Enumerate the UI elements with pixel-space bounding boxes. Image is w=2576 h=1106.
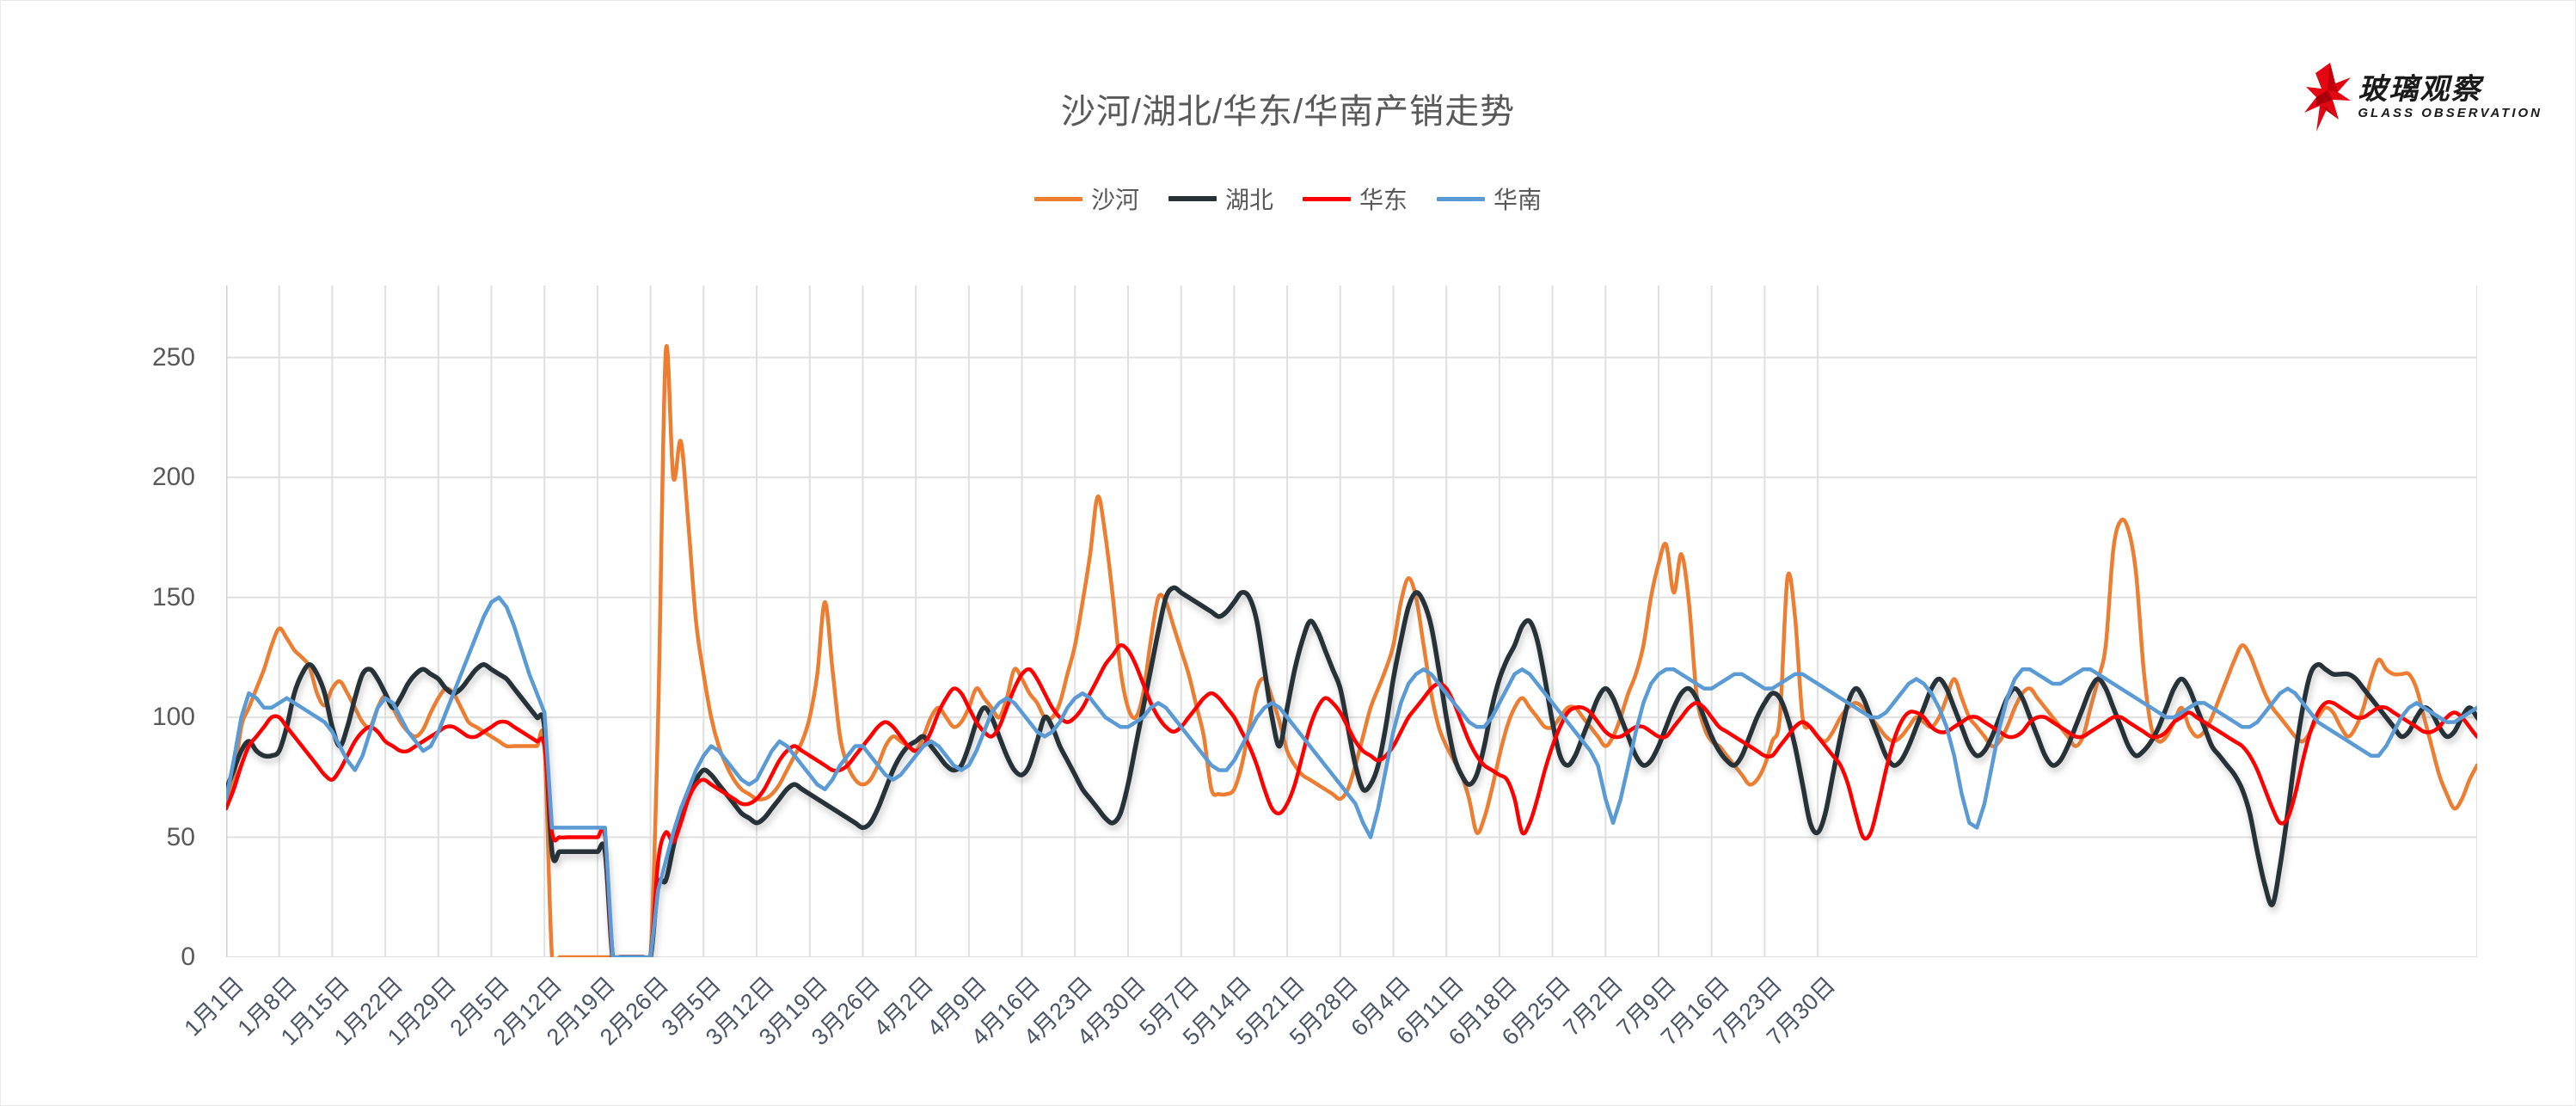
legend-label: 湖北	[1224, 187, 1273, 213]
chart-title: 沙河/湖北/华东/华南产销走势	[1060, 93, 1516, 131]
series-line-华东[interactable]	[226, 597, 2477, 957]
legend-label: 沙河	[1090, 187, 1139, 213]
y-axis-tick-label: 250	[151, 342, 195, 372]
series-line-沙河[interactable]	[226, 344, 2477, 957]
chart-legend: 沙河 湖北 华东 华南	[1, 181, 2575, 216]
logo-cn-text: 玻璃观察	[2358, 73, 2482, 106]
series-line-华南[interactable]	[226, 595, 2477, 957]
legend-swatch	[1437, 196, 1486, 201]
legend-label: 华东	[1359, 187, 1408, 213]
legend-swatch	[1168, 196, 1217, 201]
legend-swatch	[1033, 196, 1083, 201]
series-line-湖北[interactable]	[226, 540, 2477, 957]
legend-label: 华南	[1493, 187, 1543, 213]
x-axis: 1月1日 1月8日 1月15日 1月22日 1月29日 2月5日 2月12日 2月19日 2月2…	[180, 962, 2477, 1091]
y-axis-tick-label: 200	[151, 463, 195, 492]
y-axis-tick-label: 50	[166, 822, 195, 851]
legend-item[interactable]: 华南	[1437, 181, 1542, 216]
logo: 玻璃观察 GLASS OBSERVATION	[2304, 63, 2542, 132]
plot-area	[226, 286, 2477, 957]
y-axis-tick-label: 0	[181, 943, 195, 971]
y-axis: 0 50 100 150 200 250	[130, 286, 211, 971]
y-axis-tick-label: 150	[151, 582, 195, 611]
legend-item[interactable]: 湖北	[1168, 181, 1273, 216]
logo-text: 玻璃观察 GLASS OBSERVATION	[2358, 75, 2542, 120]
logo-en-text: GLASS OBSERVATION	[2358, 106, 2542, 120]
plot-svg	[226, 286, 2477, 957]
legend-swatch	[1303, 196, 1351, 201]
legend-item[interactable]: 沙河	[1033, 181, 1139, 216]
grid-lines	[226, 286, 2477, 957]
star-icon	[2304, 63, 2352, 132]
legend-item[interactable]: 华东	[1303, 181, 1408, 216]
y-axis-tick-label: 100	[151, 703, 195, 732]
